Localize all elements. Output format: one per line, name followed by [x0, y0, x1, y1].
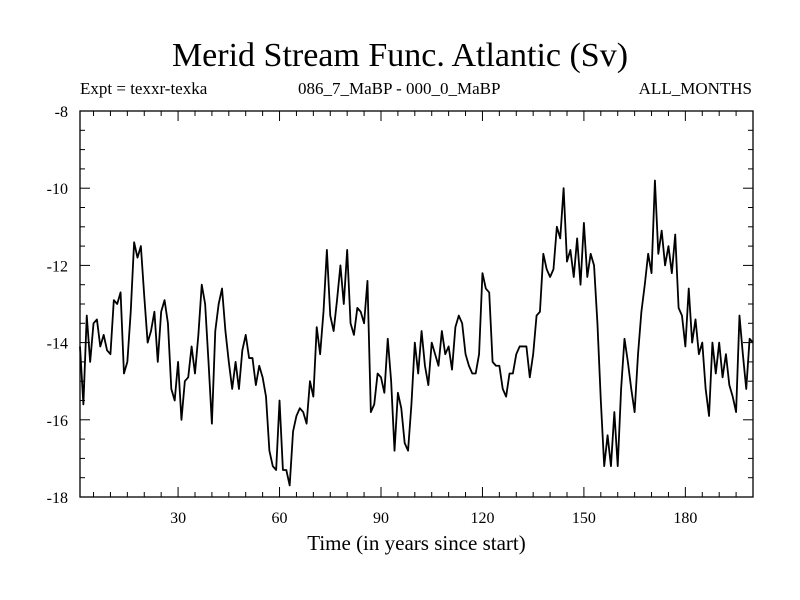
- plot-frame: [79, 110, 754, 498]
- x-tick-label: 180: [673, 510, 697, 527]
- y-tick-label: -12: [47, 258, 68, 275]
- y-tick-label: -10: [47, 181, 68, 198]
- experiment-label: Expt = texxr-texka: [80, 79, 208, 98]
- period-label: ALL_MONTHS: [638, 79, 752, 98]
- comparison-label: 086_7_MaBP - 000_0_MaBP: [298, 79, 501, 98]
- x-axis-label: Time (in years since start): [307, 531, 526, 555]
- series-line-0: [79, 179, 754, 487]
- series-layer: [79, 179, 754, 487]
- y-tick-label: -14: [47, 336, 68, 353]
- x-tick-label: 90: [373, 510, 389, 527]
- y-tick-label: -8: [55, 104, 68, 121]
- y-tick-label: -18: [47, 490, 68, 507]
- tick-labels: 30 60 90 120 150 180 -8 -10 -12 -14 -16 -18: [47, 104, 698, 527]
- x-tick-label: 30: [170, 510, 186, 527]
- axis-ticks: [80, 110, 754, 498]
- y-tick-label: -16: [47, 413, 68, 430]
- x-tick-label: 120: [470, 510, 494, 527]
- x-tick-label: 60: [272, 510, 288, 527]
- x-tick-label: 150: [572, 510, 596, 527]
- chart-title: Merid Stream Func. Atlantic (Sv): [171, 37, 629, 74]
